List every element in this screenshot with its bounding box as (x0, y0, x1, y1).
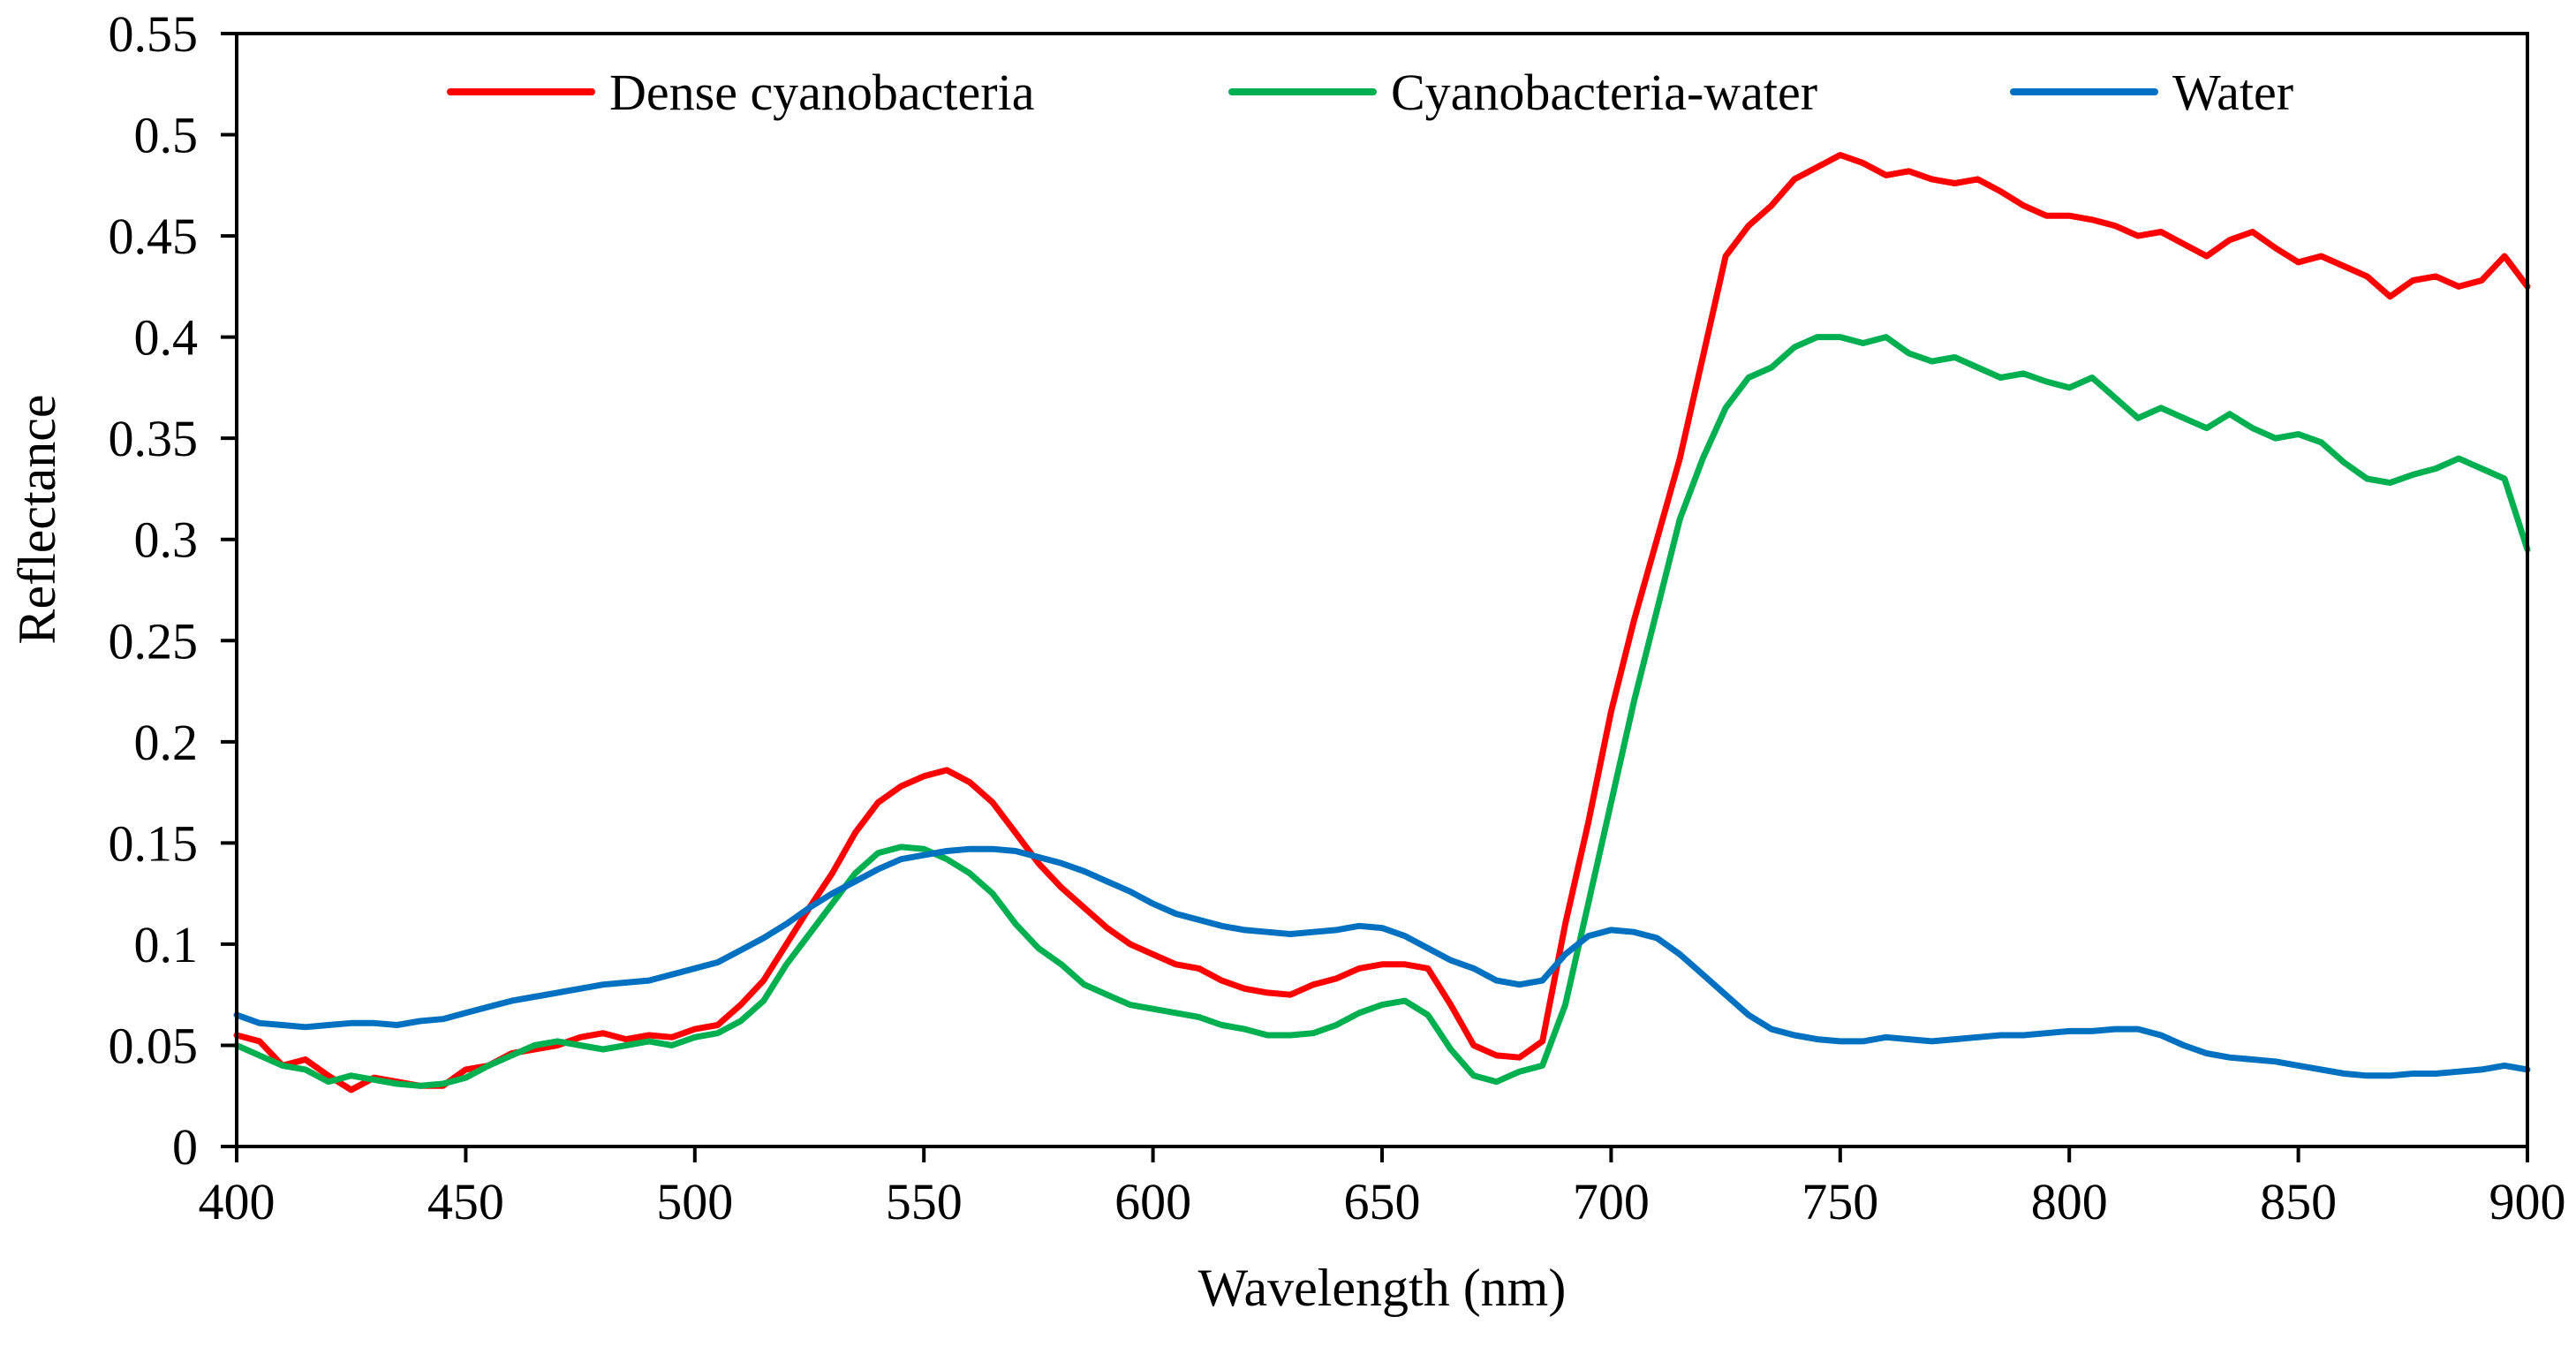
x-tick-label: 800 (2031, 1173, 2108, 1230)
y-tick-label: 0.15 (109, 814, 199, 872)
legend-label-cyanobacteria-water: Cyanobacteria-water (1391, 64, 1817, 121)
y-tick-label: 0.3 (134, 511, 199, 569)
x-axis-title: Wavelength (nm) (1198, 1259, 1567, 1317)
x-tick-label: 550 (886, 1173, 963, 1230)
y-tick-label: 0.45 (109, 208, 199, 265)
x-tick-label: 750 (1802, 1173, 1878, 1230)
series-line-cyanobacteria-water (233, 334, 2531, 1089)
series-line-water (233, 845, 2531, 1079)
legend-label-water: Water (2172, 64, 2293, 121)
x-tick-label: 650 (1344, 1173, 1421, 1230)
x-tick-label: 700 (1573, 1173, 1650, 1230)
y-tick-label: 0.55 (109, 5, 199, 63)
x-tick-label: 500 (656, 1173, 733, 1230)
y-tick-label: 0.35 (109, 410, 199, 467)
series-layer (233, 152, 2531, 1093)
y-tick-label: 0.05 (109, 1017, 199, 1074)
x-tick-label: 400 (199, 1173, 276, 1230)
y-tick-label: 0.25 (109, 612, 199, 670)
x-tick-label: 900 (2489, 1173, 2566, 1230)
y-tick-label: 0 (172, 1118, 198, 1176)
y-tick-label: 0.4 (134, 309, 199, 367)
x-tick-label: 600 (1114, 1173, 1191, 1230)
x-tick-label: 450 (427, 1173, 504, 1230)
axes: 400 450 500 550 600 650 700 750 800 850 900 0 0.05 0.… (109, 5, 2566, 1230)
y-tick-label: 0.2 (134, 714, 199, 771)
legend: Dense cyanobacteria Cyanobacteria-water Wa… (447, 64, 2293, 121)
series-line-dense-cyanobacteria (233, 152, 2531, 1093)
y-tick-label: 0.1 (134, 916, 199, 973)
y-axis-title: Reflectance (8, 394, 66, 644)
x-tick-label: 850 (2260, 1173, 2337, 1230)
y-tick-label: 0.5 (134, 107, 199, 164)
legend-label-dense-cyanobacteria: Dense cyanobacteria (609, 64, 1034, 121)
